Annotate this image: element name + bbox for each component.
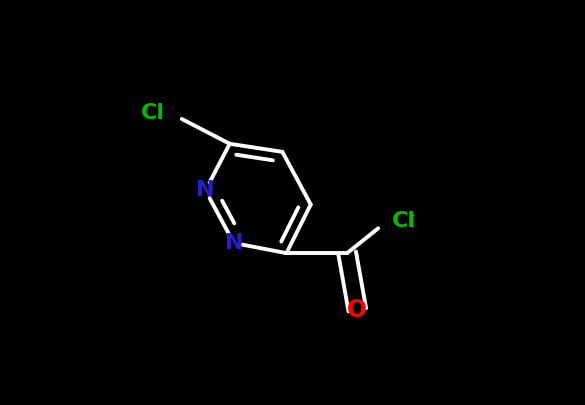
Text: Cl: Cl bbox=[392, 211, 416, 231]
Text: Cl: Cl bbox=[141, 103, 165, 124]
Text: N: N bbox=[196, 180, 215, 200]
Text: O: O bbox=[347, 298, 367, 322]
Text: N: N bbox=[225, 233, 243, 253]
